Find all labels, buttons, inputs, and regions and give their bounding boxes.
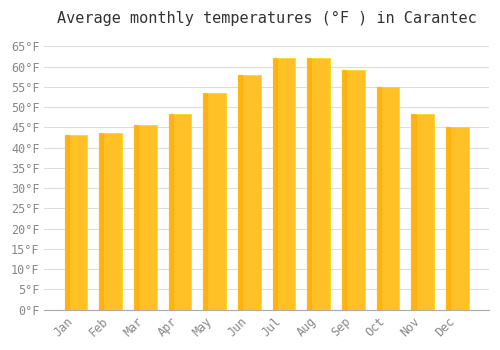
Bar <box>134 125 156 310</box>
Bar <box>446 127 468 310</box>
Bar <box>377 87 381 310</box>
Bar <box>308 58 312 310</box>
Bar <box>204 93 226 310</box>
Bar <box>377 87 400 310</box>
Bar <box>238 75 242 310</box>
Bar <box>238 75 260 310</box>
Bar <box>64 135 68 310</box>
Bar <box>446 127 450 310</box>
Bar <box>168 114 173 310</box>
Bar <box>100 133 122 310</box>
Bar <box>100 133 103 310</box>
Bar <box>168 114 192 310</box>
Bar <box>308 58 330 310</box>
Bar <box>412 114 434 310</box>
Title: Average monthly temperatures (°F ) in Carantec: Average monthly temperatures (°F ) in Ca… <box>57 11 476 26</box>
Bar <box>272 58 277 310</box>
Bar <box>204 93 208 310</box>
Bar <box>412 114 416 310</box>
Bar <box>134 125 138 310</box>
Bar <box>342 70 364 310</box>
Bar <box>64 135 87 310</box>
Bar <box>342 70 346 310</box>
Bar <box>272 58 295 310</box>
